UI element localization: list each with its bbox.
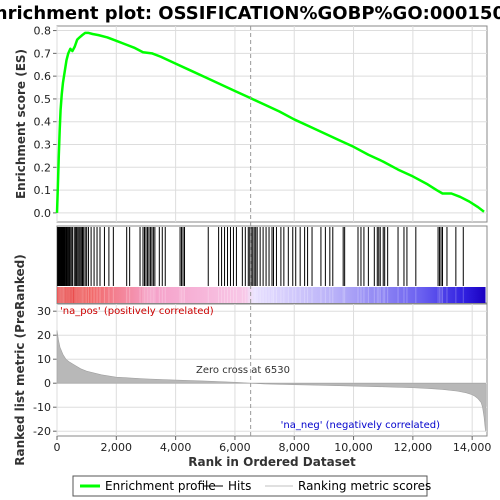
x-tick-label: 12,000 xyxy=(394,441,433,454)
zero-cross-label: Zero cross at 6530 xyxy=(196,365,290,376)
pos-correlated-label: 'na_pos' (positively correlated) xyxy=(60,306,214,317)
x-tick-label: 14,000 xyxy=(453,441,492,454)
metric-y-tick-label: 20 xyxy=(37,329,51,342)
metric-y-axis-label: Ranked list metric (PreRanked) xyxy=(13,254,27,466)
es-y-tick-label: 0.8 xyxy=(34,25,52,38)
x-tick-label: 6,000 xyxy=(219,441,251,454)
es-y-tick-label: 0.4 xyxy=(34,116,52,129)
x-tick-label: 8,000 xyxy=(278,441,310,454)
es-y-tick-label: 0.2 xyxy=(34,161,52,174)
es-y-tick-label: 0.1 xyxy=(34,184,52,197)
chart-title: Enrichment plot: OSSIFICATION%GOBP%GO:00… xyxy=(0,3,500,24)
legend-label-1: Hits xyxy=(228,479,251,493)
es-y-tick-label: 0.3 xyxy=(34,139,52,152)
es-y-tick-label: 0.0 xyxy=(34,207,52,220)
metric-area xyxy=(56,330,486,432)
es-y-tick-label: 0.7 xyxy=(34,47,52,60)
legend-label-2: Ranking metric scores xyxy=(298,479,431,493)
es-y-axis-label: Enrichment score (ES) xyxy=(14,49,28,199)
legend-box xyxy=(72,475,428,497)
rank-color-bar xyxy=(57,287,486,303)
es-profile-line xyxy=(55,31,485,213)
x-tick-label: 2,000 xyxy=(101,441,133,454)
x-axis-label: Rank in Ordered Dataset xyxy=(188,455,356,469)
es-panel-frame xyxy=(56,25,488,223)
neg-correlated-label: 'na_neg' (negatively correlated) xyxy=(281,420,440,431)
x-tick-label: 10,000 xyxy=(334,441,373,454)
x-tick-label: 4,000 xyxy=(160,441,192,454)
x-tick-label: 0 xyxy=(54,441,61,454)
metric-y-tick-label: -10 xyxy=(33,401,51,414)
metric-y-tick-label: 0 xyxy=(44,377,51,390)
metric-y-tick-label: 10 xyxy=(37,353,51,366)
metric-y-tick-label: 30 xyxy=(37,305,51,318)
metric-panel-frame xyxy=(56,303,488,437)
es-y-tick-label: 0.6 xyxy=(34,70,52,83)
metric-y-tick-label: -20 xyxy=(33,425,51,438)
es-y-tick-label: 0.5 xyxy=(34,93,52,106)
legend-label-0: Enrichment profile xyxy=(105,479,216,493)
